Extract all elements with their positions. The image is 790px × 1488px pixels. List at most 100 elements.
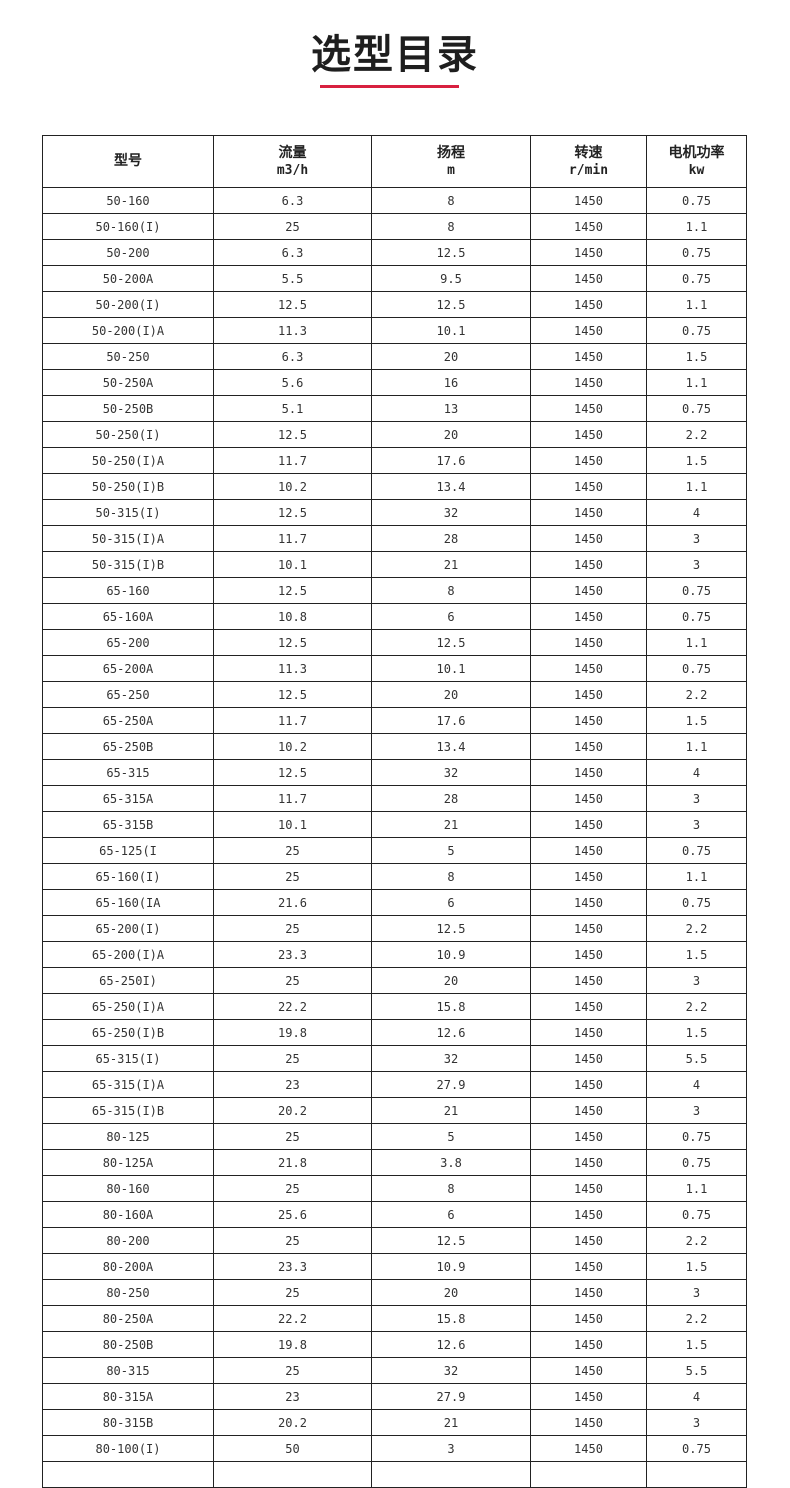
cell-speed: 1450 [530,187,647,214]
table-row: 65-200 12.5 12.5 1450 1.1 [42,629,747,656]
cell-power: 1.1 [646,863,747,890]
cell-head: 20 [371,681,531,708]
cell-speed: 1450 [530,265,647,292]
cell-head: 12.6 [371,1331,531,1358]
cell-model: 65-160A [42,603,214,630]
table-row: 50-200 6.3 12.5 1450 0.75 [42,239,747,266]
cell-flow: 12.5 [213,291,372,318]
cell-speed: 1450 [530,369,647,396]
cell-head: 6 [371,889,531,916]
cell-power: 4 [646,1383,747,1410]
cell-speed: 1450 [530,915,647,942]
cell-speed: 1450 [530,603,647,630]
table-row: 65-315(I)A 23 27.9 1450 4 [42,1071,747,1098]
header-head: 扬程 m [371,135,531,188]
cell-head: 8 [371,863,531,890]
cell-speed [530,1461,647,1488]
cell-power: 0.75 [646,239,747,266]
cell-head: 8 [371,213,531,240]
cell-speed: 1450 [530,343,647,370]
cell-flow: 10.1 [213,811,372,838]
table-row: 80-125 25 5 1450 0.75 [42,1123,747,1150]
cell-speed: 1450 [530,239,647,266]
cell-speed: 1450 [530,629,647,656]
cell-speed: 1450 [530,993,647,1020]
cell-flow: 25 [213,1045,372,1072]
cell-model: 50-250(I) [42,421,214,448]
cell-flow: 10.1 [213,551,372,578]
cell-power: 0.75 [646,395,747,422]
cell-speed: 1450 [530,1357,647,1384]
cell-speed: 1450 [530,1097,647,1124]
cell-head: 12.5 [371,291,531,318]
cell-flow: 5.6 [213,369,372,396]
cell-model: 50-200 [42,239,214,266]
table-body: 50-160 6.3 8 1450 0.75 50-160(I) 25 8 1450 1.1 50-… [42,187,747,1488]
cell-power: 1.1 [646,369,747,396]
cell-model: 80-250B [42,1331,214,1358]
cell-power: 0.75 [646,1149,747,1176]
cell-flow: 50 [213,1435,372,1462]
cell-speed: 1450 [530,967,647,994]
table-row: 65-250(I)B 19.8 12.6 1450 1.5 [42,1019,747,1046]
cell-flow: 12.5 [213,577,372,604]
table-row: 50-250(I) 12.5 20 1450 2.2 [42,421,747,448]
cell-flow: 23.3 [213,1253,372,1280]
cell-model: 50-200A [42,265,214,292]
cell-power: 0.75 [646,187,747,214]
cell-model: 65-125(I [42,837,214,864]
cell-head: 3.8 [371,1149,531,1176]
cell-model: 80-125A [42,1149,214,1176]
cell-speed: 1450 [530,1149,647,1176]
cell-model: 65-200 [42,629,214,656]
table-row: 50-250 6.3 20 1450 1.5 [42,343,747,370]
cell-model: 50-250B [42,395,214,422]
header-speed: 转速 r/min [530,135,647,188]
cell-power: 0.75 [646,1201,747,1228]
cell-model [42,1461,214,1488]
cell-flow: 21.6 [213,889,372,916]
cell-model: 50-200(I) [42,291,214,318]
cell-power: 1.5 [646,343,747,370]
cell-flow: 22.2 [213,993,372,1020]
table-row: 65-315B 10.1 21 1450 3 [42,811,747,838]
cell-power: 0.75 [646,655,747,682]
table-row: 80-200 25 12.5 1450 2.2 [42,1227,747,1254]
cell-power: 3 [646,967,747,994]
cell-model: 80-250A [42,1305,214,1332]
table-row: 65-160(IA 21.6 6 1450 0.75 [42,889,747,916]
cell-speed: 1450 [530,1201,647,1228]
cell-speed: 1450 [530,499,647,526]
cell-model: 80-315A [42,1383,214,1410]
cell-power: 1.1 [646,473,747,500]
cell-speed: 1450 [530,759,647,786]
table-row: 50-315(I)A 11.7 28 1450 3 [42,525,747,552]
table-header-row: 型号 流量 m3/h 扬程 m 转速 r/min 电机功率 kw [42,135,747,188]
header-label: 流量 [278,144,307,161]
cell-head: 12.5 [371,239,531,266]
table-row: 50-250(I)A 11.7 17.6 1450 1.5 [42,447,747,474]
cell-head: 5 [371,1123,531,1150]
table-row: 65-250 12.5 20 1450 2.2 [42,681,747,708]
cell-head: 16 [371,369,531,396]
cell-model: 50-250(I)A [42,447,214,474]
table-row: 50-250B 5.1 13 1450 0.75 [42,395,747,422]
cell-head: 13.4 [371,473,531,500]
cell-model: 50-250(I)B [42,473,214,500]
cell-model: 50-250A [42,369,214,396]
cell-power: 3 [646,1409,747,1436]
cell-flow: 20.2 [213,1409,372,1436]
cell-speed: 1450 [530,1435,647,1462]
cell-flow: 20.2 [213,1097,372,1124]
cell-power: 3 [646,551,747,578]
cell-head: 17.6 [371,447,531,474]
cell-model: 65-250B [42,733,214,760]
table-row: 65-250B 10.2 13.4 1450 1.1 [42,733,747,760]
cell-power: 2.2 [646,915,747,942]
cell-power: 1.1 [646,213,747,240]
cell-flow: 25 [213,837,372,864]
cell-speed: 1450 [530,707,647,734]
cell-flow: 25 [213,1227,372,1254]
cell-model: 80-200 [42,1227,214,1254]
cell-head: 21 [371,551,531,578]
